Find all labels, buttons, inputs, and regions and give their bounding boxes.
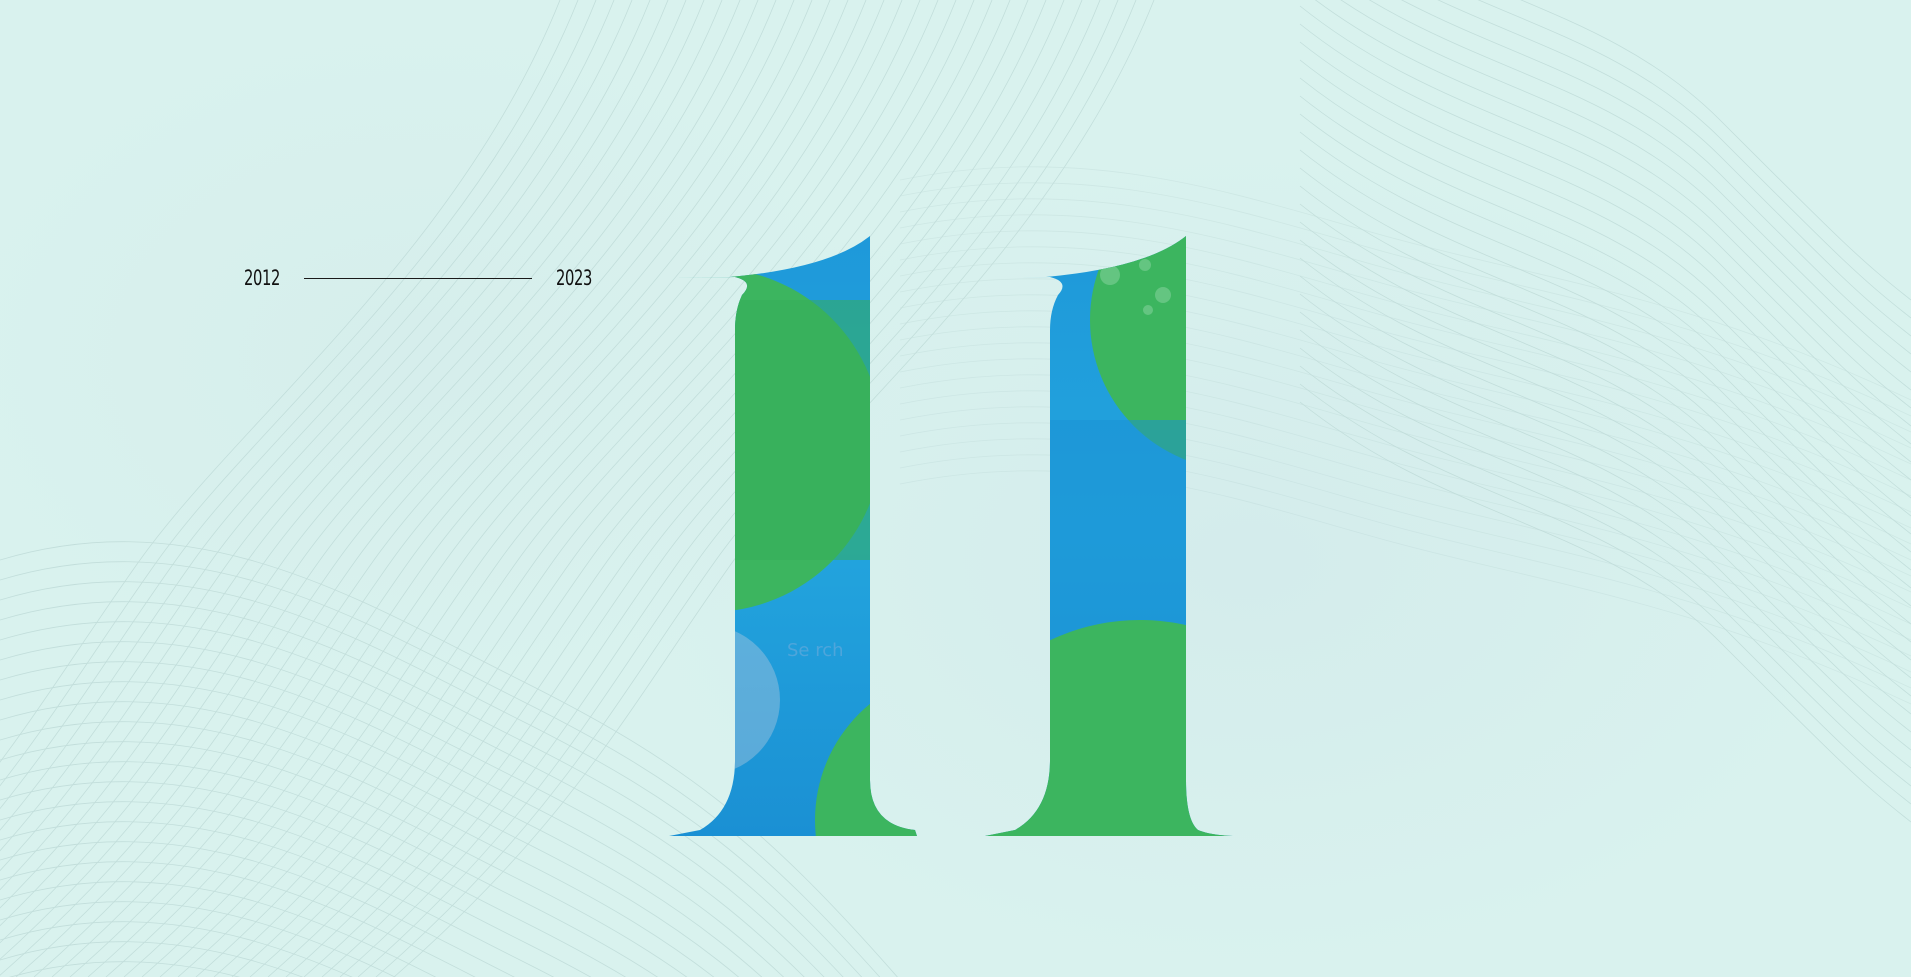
end-year: 2023 [556, 266, 592, 290]
year-range-timeline: 2012 2023 [244, 262, 604, 294]
svg-text:Se rch: Se rch [787, 640, 844, 661]
digit-one-right [985, 236, 1233, 836]
start-year: 2012 [244, 266, 280, 290]
digit-one-left: Se rch [669, 236, 917, 836]
timeline-divider [304, 278, 532, 279]
